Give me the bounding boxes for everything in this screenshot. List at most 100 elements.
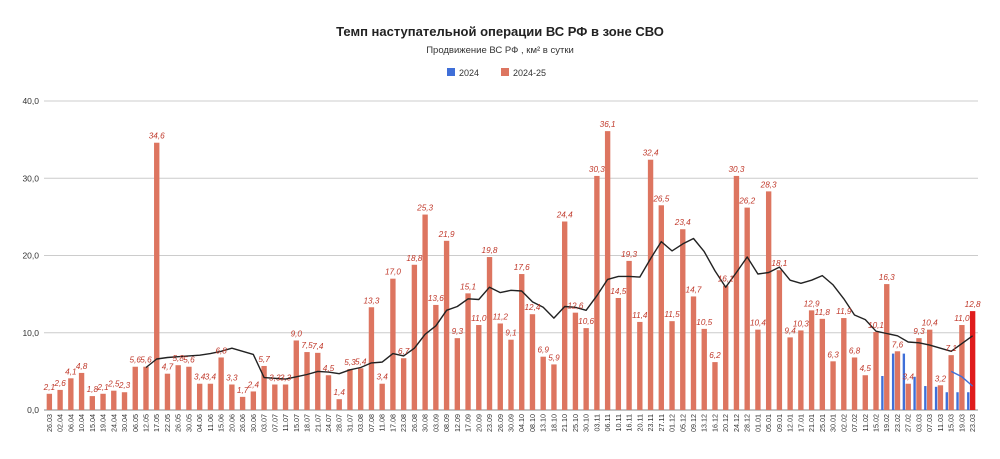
data-label: 16,3 xyxy=(879,273,895,282)
bar-2024-25 xyxy=(111,390,117,410)
x-axis: 26.03 02.04 06.04 10.04 15.04 19.04 24.04 30.04… xyxy=(45,414,977,432)
data-label: 5,4 xyxy=(355,357,367,366)
bar-2024 xyxy=(934,386,938,410)
data-label: 11,8 xyxy=(815,308,831,317)
data-label: 15,1 xyxy=(460,282,476,291)
x-tick-label: 18.07 xyxy=(303,414,312,432)
data-label: 3,3 xyxy=(269,374,281,383)
x-tick-label: 08.09 xyxy=(442,414,451,432)
x-tick-label: 01.01 xyxy=(753,414,762,432)
x-tick-label: 04.10 xyxy=(517,414,526,432)
x-tick-label: 13.10 xyxy=(539,414,548,432)
bar-2024-25 xyxy=(690,296,697,410)
data-label: 10,5 xyxy=(696,318,712,327)
x-tick-label: 25.01 xyxy=(818,414,827,432)
x-tick-label: 20.11 xyxy=(635,414,644,431)
x-tick-label: 21.07 xyxy=(313,414,322,432)
x-tick-label: 23.11 xyxy=(646,414,655,431)
bar-2024 xyxy=(902,353,906,410)
bar-2024-25 xyxy=(873,331,879,410)
bar-2024-25 xyxy=(615,297,622,410)
x-tick-label: 07.07 xyxy=(270,414,279,432)
bar-2024-25 xyxy=(626,260,632,410)
bar-2024-25 xyxy=(594,175,600,410)
x-tick-label: 09.12 xyxy=(689,414,698,432)
data-label: 12,6 xyxy=(567,302,583,311)
x-tick-label: 17.08 xyxy=(388,414,397,432)
x-tick-label: 26.08 xyxy=(410,414,419,432)
data-label: 7,1 xyxy=(945,344,956,353)
data-label: 7,6 xyxy=(892,340,904,349)
bar-2024-25 xyxy=(765,191,772,410)
x-tick-label: 06.11 xyxy=(603,414,612,431)
data-label: 2,3 xyxy=(118,381,131,390)
x-tick-label: 06.04 xyxy=(66,414,75,432)
chart-title: Темп наступательной операции ВС РФ в зон… xyxy=(336,24,664,39)
x-tick-label: 20.09 xyxy=(474,414,483,432)
data-label: 13,3 xyxy=(363,296,379,305)
x-tick-label: 06.05 xyxy=(131,414,140,432)
data-label: 2,4 xyxy=(247,380,260,389)
x-tick-label: 21.01 xyxy=(807,414,816,432)
bar-2024-25 xyxy=(894,351,901,410)
bar-2024-25 xyxy=(884,284,890,410)
data-label: 18,8 xyxy=(406,254,422,263)
bar-2024-25 xyxy=(937,385,944,410)
x-tick-label: 23.03 xyxy=(968,414,977,432)
bar-2024-25 xyxy=(508,339,514,410)
bar-2024 xyxy=(924,386,927,410)
bar-2024-25 xyxy=(347,369,353,410)
bar-2024 xyxy=(945,392,948,410)
bar-2024-25 xyxy=(669,321,675,410)
x-tick-label: 23.08 xyxy=(399,414,408,432)
bar-2024-25 xyxy=(486,257,493,410)
data-label: 10,6 xyxy=(578,317,594,326)
bar-2024-25 xyxy=(959,325,965,410)
data-label: 5,6 xyxy=(140,356,152,365)
data-label: 7,4 xyxy=(312,342,324,351)
data-label: 10,4 xyxy=(750,319,766,328)
bar-2024-25 xyxy=(239,396,246,410)
bar-2024-25 xyxy=(132,366,138,410)
x-tick-label: 26.03 xyxy=(45,414,54,432)
data-label: 30,3 xyxy=(728,165,744,174)
x-tick-label: 21.10 xyxy=(560,414,569,432)
x-tick-label: 19.03 xyxy=(957,414,966,432)
bar-2024-25 xyxy=(46,393,53,410)
x-tick-label: 26.06 xyxy=(238,414,247,432)
x-tick-label: 15.04 xyxy=(88,414,97,432)
data-label: 28,3 xyxy=(760,180,777,189)
x-tick-label: 15.02 xyxy=(872,414,881,432)
bar-2024-25 xyxy=(841,318,847,410)
x-tick-label: 18.10 xyxy=(549,414,558,432)
bar-2024-25 xyxy=(229,384,235,410)
bar-2024-25 xyxy=(57,389,63,410)
bar-2024-25 xyxy=(293,340,299,410)
x-tick-label: 15.07 xyxy=(292,414,301,432)
bar-2024-25 xyxy=(304,352,310,410)
bar-2024-25 xyxy=(433,304,439,410)
data-label: 4,8 xyxy=(76,362,88,371)
bar-2024-25 xyxy=(218,357,224,410)
x-tick-label: 02.02 xyxy=(839,414,848,432)
data-label: 9,3 xyxy=(452,327,464,336)
bar-2024-25 xyxy=(100,393,106,410)
bar-2024-25 xyxy=(540,356,546,410)
bar-2024-25 xyxy=(196,383,203,410)
x-tick-label: 15.06 xyxy=(217,414,226,432)
legend-swatch-2024 xyxy=(447,68,455,76)
x-tick-label: 10.11 xyxy=(614,414,623,431)
legend: 2024 2024-25 xyxy=(447,68,546,78)
x-tick-label: 05.12 xyxy=(678,414,687,432)
bar-2024-25 xyxy=(808,310,815,410)
data-label: 2,1 xyxy=(43,383,55,392)
data-label: 10,1 xyxy=(868,321,884,330)
data-label: 3,4 xyxy=(376,373,388,382)
data-label: 9,1 xyxy=(505,329,516,338)
bar-2024-25 xyxy=(712,362,718,410)
bar-2024-25 xyxy=(851,357,858,410)
data-label: 3,4 xyxy=(903,373,915,382)
bar-2024-25 xyxy=(261,365,267,410)
bar-2024-25 xyxy=(733,175,740,410)
data-label: 3,3 xyxy=(226,374,238,383)
